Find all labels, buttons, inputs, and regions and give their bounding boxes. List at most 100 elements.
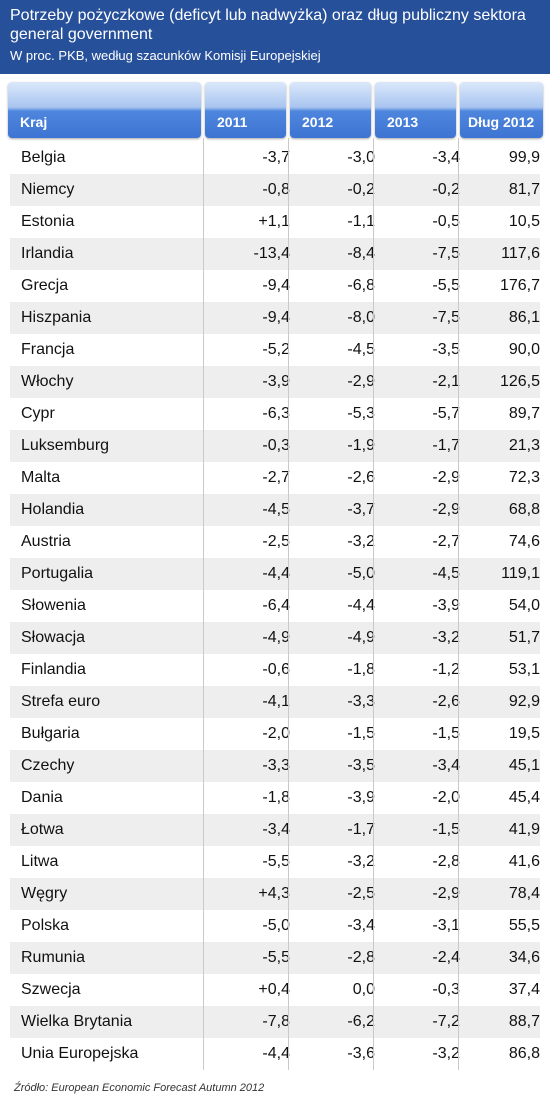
- country-cell: Strefa euro: [21, 693, 101, 710]
- balance-cell: -2,7: [432, 533, 460, 550]
- balance-cell: -2,4: [432, 949, 460, 966]
- balance-cell: -0,6: [262, 661, 290, 678]
- debt-cell: 53,1: [508, 661, 540, 678]
- balance-cell: -3,4: [432, 757, 460, 774]
- country-cell: Luksemburg: [21, 437, 110, 454]
- balance-cell: -5,3: [347, 405, 375, 422]
- balance-cell: -4,4: [262, 565, 290, 582]
- balance-cell: -3,9: [432, 597, 460, 614]
- country-cell: Łotwa: [21, 821, 64, 838]
- debt-cell: 55,5: [508, 917, 540, 934]
- balance-cell: -3,7: [262, 149, 290, 166]
- debt-cell: 81,7: [508, 181, 540, 198]
- table-row: Unia Europejska -4,4 -3,6 -3,2 86,8: [10, 1038, 540, 1070]
- balance-cell: -2,1: [432, 373, 460, 390]
- table-row: Bułgaria -2,0 -1,5 -1,5 19,5: [10, 718, 540, 750]
- country-cell: Belgia: [21, 149, 66, 166]
- balance-cell: -2,6: [432, 693, 460, 710]
- balance-cell: -9,4: [262, 277, 290, 294]
- balance-cell: -1,8: [262, 789, 290, 806]
- column-header-2011-label: 2011: [217, 114, 248, 130]
- table-row: Szwecja +0,4 0,0 -0,3 37,4: [10, 974, 540, 1006]
- table-row: Węgry +4,3 -2,5 -2,9 78,4: [10, 878, 540, 910]
- balance-cell: -2,8: [432, 853, 460, 870]
- balance-cell: -6,2: [347, 1013, 375, 1030]
- country-cell: Malta: [21, 469, 61, 486]
- balance-cell: -4,5: [347, 341, 375, 358]
- table-row: Luksemburg -0,3 -1,9 -1,7 21,3: [10, 430, 540, 462]
- debt-cell: 86,1: [508, 309, 540, 326]
- balance-cell: -5,2: [262, 341, 290, 358]
- balance-cell: -2,5: [262, 533, 290, 550]
- country-cell: Austria: [21, 533, 71, 550]
- debt-cell: 89,7: [508, 405, 540, 422]
- table-row: Finlandia -0,6 -1,8 -1,2 53,1: [10, 654, 540, 686]
- country-cell: Bułgaria: [21, 725, 80, 742]
- balance-cell: -2,0: [432, 789, 460, 806]
- table-row: Francja -5,2 -4,5 -3,5 90,0: [10, 334, 540, 366]
- debt-cell: 126,5: [499, 373, 540, 390]
- balance-cell: +1,1: [258, 213, 290, 230]
- table-row: Austria -2,5 -3,2 -2,7 74,6: [10, 526, 540, 558]
- balance-cell: -4,1: [262, 693, 290, 710]
- balance-cell: -6,4: [262, 597, 290, 614]
- debt-cell: 74,6: [508, 533, 540, 550]
- balance-cell: -3,7: [347, 501, 375, 518]
- balance-cell: -3,4: [432, 149, 460, 166]
- balance-cell: -3,3: [347, 693, 375, 710]
- balance-cell: -1,7: [432, 437, 460, 454]
- balance-cell: -13,4: [253, 245, 290, 262]
- balance-cell: -5,0: [347, 565, 375, 582]
- country-cell: Grecja: [21, 277, 69, 294]
- balance-cell: -3,2: [347, 853, 375, 870]
- balance-cell: -1,5: [432, 821, 460, 838]
- balance-cell: -3,1: [432, 917, 460, 934]
- debt-cell: 99,9: [508, 149, 540, 166]
- column-header-2012: 2012: [290, 82, 371, 138]
- column-divider: [458, 138, 459, 1070]
- country-cell: Węgry: [21, 885, 68, 902]
- debt-cell: 51,7: [508, 629, 540, 646]
- debt-cell: 72,3: [508, 469, 540, 486]
- country-cell: Niemcy: [21, 181, 75, 198]
- balance-cell: -5,5: [262, 853, 290, 870]
- balance-cell: -1,9: [347, 437, 375, 454]
- country-cell: Francja: [21, 341, 75, 358]
- table-row: Irlandia -13,4 -8,4 -7,5 117,6: [10, 238, 540, 270]
- debt-cell: 90,0: [508, 341, 540, 358]
- debt-cell: 86,8: [508, 1045, 540, 1062]
- table-row: Cypr -6,3 -5,3 -5,7 89,7: [10, 398, 540, 430]
- country-cell: Szwecja: [21, 981, 81, 998]
- balance-cell: -2,6: [347, 469, 375, 486]
- balance-cell: -1,5: [347, 725, 375, 742]
- chart-title: Potrzeby pożyczkowe (deficyt lub nadwyżk…: [10, 7, 526, 43]
- column-divider: [203, 138, 204, 1070]
- balance-cell: -4,4: [347, 597, 375, 614]
- balance-cell: -6,3: [262, 405, 290, 422]
- table-row: Rumunia -5,5 -2,8 -2,4 34,6: [10, 942, 540, 974]
- balance-cell: -6,8: [347, 277, 375, 294]
- table-row: Włochy -3,9 -2,9 -2,1 126,5: [10, 366, 540, 398]
- country-cell: Finlandia: [21, 661, 86, 678]
- column-header-2013: 2013: [375, 82, 456, 138]
- balance-cell: -1,7: [347, 821, 375, 838]
- debt-cell: 19,5: [508, 725, 540, 742]
- balance-cell: -4,9: [262, 629, 290, 646]
- table-row: Strefa euro -4,1 -3,3 -2,6 92,9: [10, 686, 540, 718]
- balance-cell: -8,4: [347, 245, 375, 262]
- debt-cell: 92,9: [508, 693, 540, 710]
- debt-cell: 41,9: [508, 821, 540, 838]
- balance-cell: -3,2: [347, 533, 375, 550]
- table-row: Hiszpania -9,4 -8,0 -7,5 86,1: [10, 302, 540, 334]
- balance-cell: -2,9: [347, 373, 375, 390]
- table-row: Holandia -4,5 -3,7 -2,9 68,8: [10, 494, 540, 526]
- column-header-debt-2012-label: Dług 2012: [468, 114, 535, 130]
- balance-cell: -2,5: [347, 885, 375, 902]
- country-cell: Polska: [21, 917, 70, 934]
- debt-cell: 78,4: [508, 885, 540, 902]
- balance-cell: -3,2: [432, 1045, 460, 1062]
- balance-cell: -3,2: [432, 629, 460, 646]
- balance-cell: -8,0: [347, 309, 375, 326]
- country-cell: Portugalia: [21, 565, 94, 582]
- balance-cell: -7,5: [432, 245, 460, 262]
